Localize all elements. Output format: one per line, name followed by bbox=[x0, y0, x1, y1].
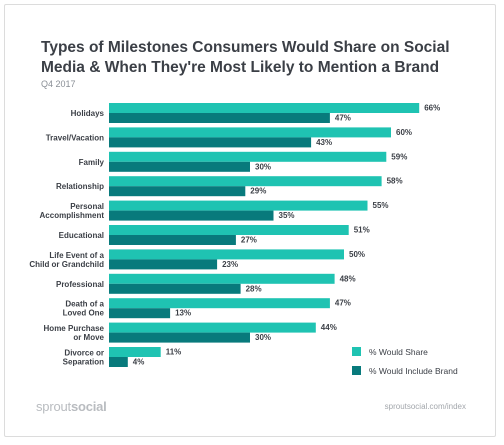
share-bar bbox=[109, 249, 344, 260]
source-url: sproutsocial.com/index bbox=[384, 402, 466, 411]
brand-bar bbox=[109, 137, 312, 148]
brand-bar bbox=[109, 332, 250, 343]
share-bar bbox=[109, 127, 391, 138]
chart-card: Types of Milestones Consumers Would Shar… bbox=[4, 4, 496, 437]
share-value-label: 51% bbox=[354, 226, 370, 235]
brand-bar bbox=[109, 186, 246, 197]
category-label: Relationship bbox=[56, 182, 104, 191]
share-bar bbox=[109, 103, 420, 113]
brand-value-label: 30% bbox=[255, 333, 271, 342]
category-label: Educational bbox=[59, 231, 104, 240]
share-bar bbox=[109, 322, 316, 333]
legend-swatch bbox=[352, 347, 361, 356]
share-value-label: 47% bbox=[335, 299, 351, 308]
share-value-label: 48% bbox=[340, 274, 356, 283]
share-value-label: 66% bbox=[424, 104, 440, 113]
category-label: Personal Accomplishment bbox=[40, 202, 105, 220]
brand-bar bbox=[109, 235, 236, 245]
sproutsocial-logo: sproutsocial bbox=[36, 399, 107, 414]
category-label: Death of a Loved One bbox=[63, 300, 105, 318]
share-bar bbox=[109, 298, 330, 309]
legend-swatch bbox=[352, 366, 361, 375]
legend-label: % Would Include Brand bbox=[369, 366, 458, 376]
legend-label: % Would Share bbox=[369, 347, 428, 357]
category-label: Family bbox=[79, 158, 105, 167]
brand-value-label: 28% bbox=[246, 284, 262, 293]
brand-value-label: 30% bbox=[255, 162, 271, 171]
brand-value-label: 35% bbox=[279, 211, 295, 220]
brand-light-text: sprout bbox=[36, 399, 71, 414]
brand-bar bbox=[109, 113, 330, 123]
brand-bar bbox=[109, 308, 171, 319]
brand-value-label: 13% bbox=[175, 309, 191, 318]
brand-value-label: 47% bbox=[335, 114, 351, 123]
share-value-label: 50% bbox=[349, 250, 365, 259]
share-value-label: 55% bbox=[373, 201, 389, 210]
brand-bold-text: social bbox=[70, 399, 107, 414]
category-label: Home Purchase or Move bbox=[44, 324, 105, 342]
category-label: Professional bbox=[56, 280, 104, 289]
brand-value-label: 29% bbox=[250, 187, 266, 196]
chart-subtitle: Q4 2017 bbox=[41, 79, 76, 89]
brand-bar bbox=[109, 210, 274, 221]
brand-value-label: 27% bbox=[241, 236, 257, 245]
share-value-label: 44% bbox=[321, 323, 337, 332]
brand-bar bbox=[109, 161, 250, 172]
brand-bar bbox=[109, 283, 241, 294]
category-label: Life Event of a Child or Grandchild bbox=[29, 251, 104, 269]
share-bar bbox=[109, 225, 349, 235]
chart-title: Types of Milestones Consumers Would Shar… bbox=[41, 39, 450, 76]
share-bar bbox=[109, 151, 387, 162]
share-value-label: 58% bbox=[387, 177, 403, 186]
brand-value-label: 23% bbox=[222, 260, 238, 269]
share-bar bbox=[109, 273, 335, 284]
brand-bar bbox=[109, 259, 218, 270]
brand-bar bbox=[109, 357, 128, 367]
share-bar bbox=[109, 347, 161, 357]
category-label: Holidays bbox=[71, 109, 105, 118]
share-value-label: 11% bbox=[166, 348, 182, 357]
share-bar bbox=[109, 200, 368, 211]
brand-value-label: 43% bbox=[316, 138, 332, 147]
category-label: Travel/Vacation bbox=[46, 133, 104, 142]
share-value-label: 59% bbox=[391, 152, 407, 161]
brand-value-label: 4% bbox=[133, 358, 145, 367]
category-label: Divorce or Separation bbox=[63, 349, 104, 367]
share-value-label: 60% bbox=[396, 128, 412, 137]
share-bar bbox=[109, 176, 382, 187]
